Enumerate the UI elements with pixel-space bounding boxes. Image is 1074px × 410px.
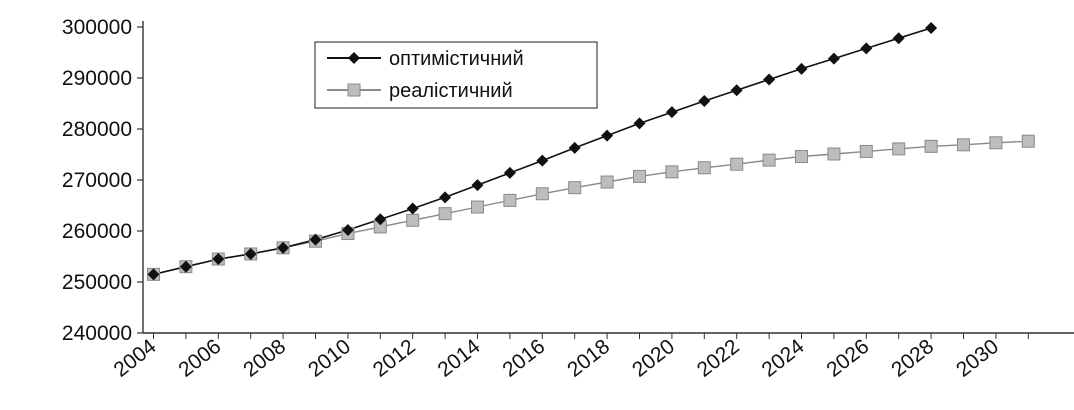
x-tick-label: 2012 bbox=[369, 335, 420, 382]
x-tick-label: 2024 bbox=[758, 335, 809, 382]
data-point-realistic bbox=[503, 193, 517, 207]
data-point-optimistic bbox=[633, 117, 646, 130]
x-tick-label: 2016 bbox=[498, 335, 549, 382]
y-tick-label: 260000 bbox=[62, 220, 132, 243]
data-point-optimistic bbox=[730, 84, 743, 97]
data-point-optimistic bbox=[665, 106, 678, 119]
data-point-realistic bbox=[957, 138, 970, 152]
x-tick-label: 2020 bbox=[628, 335, 679, 382]
data-point-optimistic bbox=[277, 241, 290, 254]
y-tick-label: 270000 bbox=[62, 169, 132, 192]
x-tick-label: 2014 bbox=[434, 335, 485, 382]
data-point-optimistic bbox=[471, 179, 484, 192]
y-tick-label: 250000 bbox=[62, 271, 132, 294]
y-tick-label: 290000 bbox=[62, 67, 132, 90]
legend-label-optimistic: оптимістичний bbox=[389, 48, 524, 70]
data-point-optimistic bbox=[536, 154, 549, 167]
x-tick-label: 2026 bbox=[822, 335, 873, 382]
data-point-realistic bbox=[535, 187, 549, 201]
legend-marker-optimistic bbox=[348, 52, 360, 64]
legend-label-realistic: реалістичний bbox=[389, 80, 513, 102]
x-tick-label: 2030 bbox=[952, 335, 1003, 382]
data-point-realistic bbox=[406, 213, 420, 227]
series-markers bbox=[147, 22, 1035, 281]
data-point-optimistic bbox=[763, 73, 776, 86]
data-point-optimistic bbox=[827, 52, 840, 65]
data-point-optimistic bbox=[892, 32, 905, 45]
y-axis-ticks: 240000 250000 260000 270000 280000 290000 3000… bbox=[62, 16, 143, 345]
data-point-optimistic bbox=[147, 268, 160, 281]
x-tick-label: 2018 bbox=[563, 335, 614, 382]
data-point-realistic bbox=[730, 157, 744, 171]
data-point-optimistic bbox=[795, 62, 808, 75]
data-point-realistic bbox=[827, 147, 841, 161]
chart-axes bbox=[142, 21, 1074, 334]
data-point-realistic bbox=[1021, 134, 1035, 148]
data-point-realistic bbox=[795, 150, 808, 164]
legend-box bbox=[314, 41, 598, 109]
data-point-optimistic bbox=[212, 253, 225, 266]
x-axis-ticks: 2004 2006 2008 2010 2012 2014 2016 2018 2020 2022… bbox=[110, 333, 1029, 382]
data-point-optimistic bbox=[925, 22, 938, 35]
data-point-optimistic bbox=[406, 202, 419, 215]
legend: оптимістичний реалістичний bbox=[314, 41, 598, 109]
x-tick-label: 2010 bbox=[304, 335, 355, 382]
data-point-realistic bbox=[924, 139, 938, 153]
data-point-optimistic bbox=[698, 94, 711, 107]
data-point-realistic bbox=[989, 136, 1003, 150]
data-point-realistic bbox=[471, 200, 484, 214]
data-point-realistic bbox=[665, 165, 679, 179]
x-tick-label: 2022 bbox=[693, 335, 744, 382]
y-tick-label: 240000 bbox=[62, 322, 132, 345]
x-tick-label: 2028 bbox=[887, 335, 938, 382]
x-tick-label: 2008 bbox=[239, 335, 290, 382]
data-point-optimistic bbox=[439, 191, 452, 204]
data-point-optimistic bbox=[860, 42, 873, 55]
data-point-optimistic bbox=[244, 247, 257, 260]
data-point-realistic bbox=[859, 144, 873, 158]
data-point-realistic bbox=[438, 207, 452, 221]
legend-marker-realistic bbox=[347, 83, 361, 97]
data-point-realistic bbox=[600, 175, 614, 189]
y-tick-label: 300000 bbox=[62, 16, 132, 39]
data-point-optimistic bbox=[309, 233, 322, 246]
y-tick-label: 280000 bbox=[62, 118, 132, 141]
data-point-realistic bbox=[892, 142, 906, 156]
data-point-realistic bbox=[568, 181, 582, 195]
data-point-realistic bbox=[762, 153, 776, 167]
x-tick-label: 2006 bbox=[174, 335, 225, 382]
data-point-optimistic bbox=[568, 141, 581, 154]
data-point-optimistic bbox=[374, 213, 387, 226]
series-line-realistic bbox=[153, 140, 1029, 276]
data-point-optimistic bbox=[179, 260, 192, 273]
data-point-optimistic bbox=[503, 166, 516, 179]
data-point-realistic bbox=[697, 161, 711, 175]
data-point-realistic bbox=[633, 169, 646, 183]
data-point-optimistic bbox=[341, 223, 354, 236]
data-point-optimistic bbox=[601, 129, 614, 142]
